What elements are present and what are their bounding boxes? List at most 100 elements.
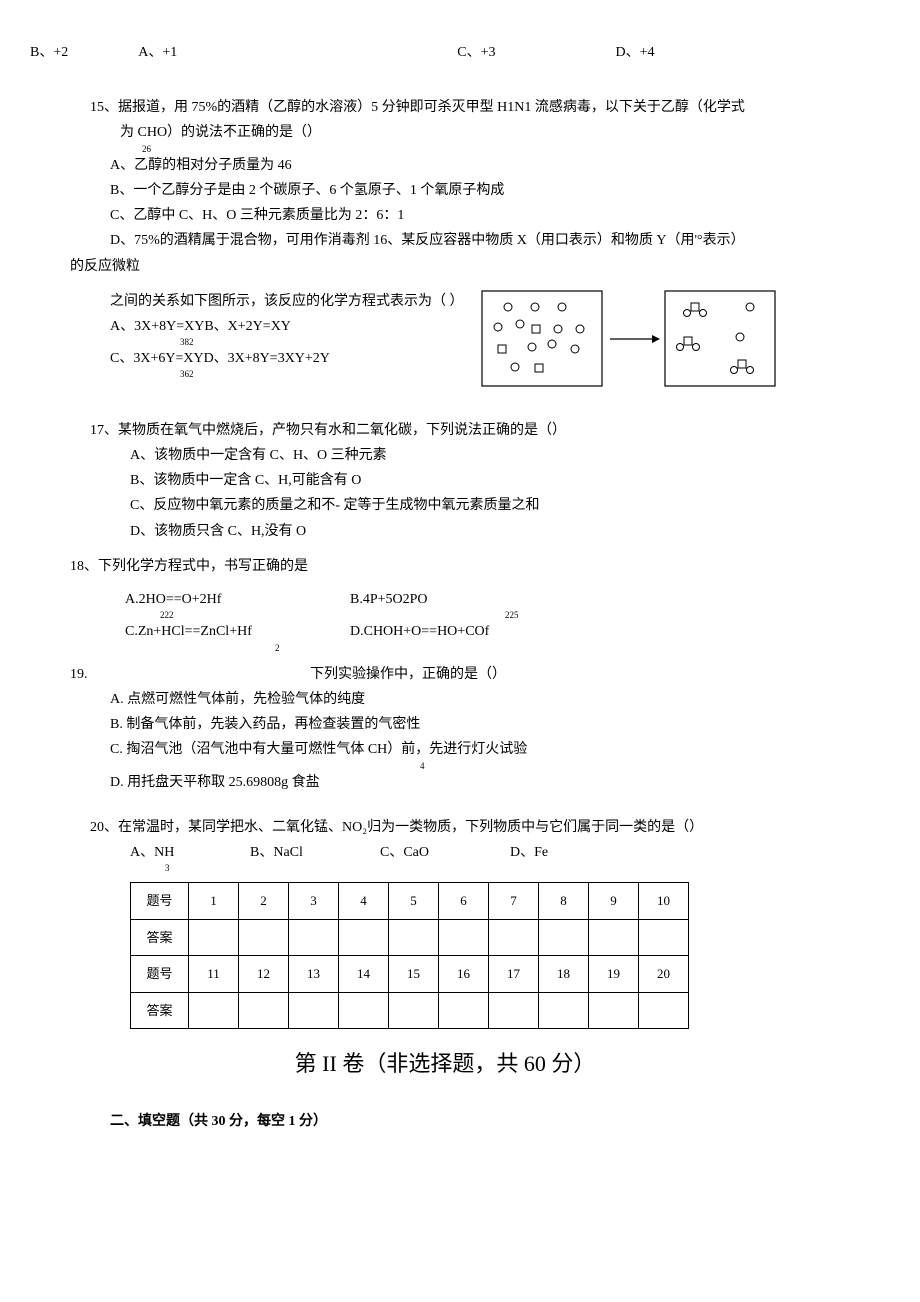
answer-cell[interactable] (389, 919, 439, 955)
question-17: 17、某物质在氧气中燃烧后，产物只有水和二氧化碳，下列说法正确的是（） A、该物… (30, 418, 860, 544)
q18-head: 18、下列化学方程式中，书写正确的是 (30, 554, 860, 579)
q19-num: 19. (30, 662, 310, 687)
answer-cell[interactable] (489, 919, 539, 955)
answer-cell[interactable] (339, 992, 389, 1028)
option-d: D、+4 (615, 40, 654, 65)
cell: 13 (289, 956, 339, 992)
answer-cell[interactable] (389, 992, 439, 1028)
cell: 6 (439, 883, 489, 919)
q18-b: B.4P+5O2PO (350, 587, 428, 612)
question-20: 20、在常温时，某同学把水、二氧化锰、NO₂归为一类物质，下列物质中与它们属于同… (30, 815, 860, 873)
q16-a: A、3X+8Y=XYB、X+2Y=XY (30, 314, 470, 339)
q19-a: A. 点燃可燃性气体前，先检验气体的纯度 (30, 687, 860, 712)
cell: 17 (489, 956, 539, 992)
q20-a-sub: 3 (30, 865, 860, 872)
row-label: 题号 (131, 883, 189, 919)
answer-cell[interactable] (439, 992, 489, 1028)
section-2-title: 第 II 卷（非选择题，共 60 分） (30, 1044, 860, 1084)
cell: 12 (239, 956, 289, 992)
cell: 8 (539, 883, 589, 919)
question-15: 15、据报道，用 75%的酒精（乙醇的水溶液）5 分钟即可杀灭甲型 H1N1 流… (30, 95, 860, 279)
cell: 1 (189, 883, 239, 919)
q19-c: C. 掏沼气池（沼气池中有大量可燃性气体 CH）前，先进行灯火试验 (30, 737, 860, 762)
answer-cell[interactable] (189, 919, 239, 955)
answer-cell[interactable] (539, 919, 589, 955)
q16-c: C、3X+6Y=XYD、3X+8Y=3XY+2Y (30, 346, 470, 371)
row-label: 答案 (131, 919, 189, 955)
q17-b: B、该物质中一定含 C、H,可能含有 O (30, 468, 860, 493)
answer-cell[interactable] (639, 919, 689, 955)
cell: 5 (389, 883, 439, 919)
answer-cell[interactable] (439, 919, 489, 955)
q19-c-sub: 4 (30, 763, 860, 770)
q17-a: A、该物质中一定含有 C、H、O 三种元素 (30, 443, 860, 468)
option-b: B、+2 (30, 40, 68, 65)
cell: 18 (539, 956, 589, 992)
answer-cell[interactable] (589, 919, 639, 955)
cell: 14 (339, 956, 389, 992)
q15-d2: 的反应微粒 (30, 254, 860, 279)
cell: 19 (589, 956, 639, 992)
q20-b: B、NaCl (250, 840, 380, 865)
question-18: 18、下列化学方程式中，书写正确的是 A.2HO==O+2Hf B.4P+5O2… (30, 554, 860, 652)
q17-c: C、反应物中氧元素的质量之和不- 定等于生成物中氧元素质量之和 (30, 493, 860, 518)
q20-head: 20、在常温时，某同学把水、二氧化锰、NO₂归为一类物质，下列物质中与它们属于同… (30, 815, 860, 840)
q20-d: D、Fe (510, 840, 548, 865)
row-label: 答案 (131, 992, 189, 1028)
q19-d: D. 用托盘天平称取 25.69808g 食盐 (30, 770, 860, 795)
q18-c-sub: 2 (30, 645, 860, 652)
q18-a: A.2HO==O+2Hf (30, 587, 350, 612)
cell: 11 (189, 956, 239, 992)
q15-head2: 为 CHO）的说法不正确的是（） (30, 120, 860, 145)
answer-cell[interactable] (639, 992, 689, 1028)
answer-table: 题号 1 2 3 4 5 6 7 8 9 10 答案 题号 11 12 13 1… (130, 882, 689, 1029)
q19-b: B. 制备气体前，先装入药品，再检查装置的气密性 (30, 712, 860, 737)
table-row: 题号 1 2 3 4 5 6 7 8 9 10 (131, 883, 689, 919)
cell: 16 (439, 956, 489, 992)
answer-cell[interactable] (289, 919, 339, 955)
table-row: 题号 11 12 13 14 15 16 17 18 19 20 (131, 956, 689, 992)
q18-d: D.CHOH+O==HO+COf (350, 619, 489, 644)
cell: 20 (639, 956, 689, 992)
answer-cell[interactable] (489, 992, 539, 1028)
question-19: 19. 下列实验操作中，正确的是（） A. 点燃可燃性气体前，先检验气体的纯度 … (30, 662, 860, 795)
q15-a: A、乙醇的相对分子质量为 46 (30, 153, 860, 178)
q15-b: B、一个乙醇分子是由 2 个碳原子、6 个氢原子、1 个氧原子构成 (30, 178, 860, 203)
answer-cell[interactable] (289, 992, 339, 1028)
option-c: C、+3 (457, 40, 495, 65)
q16-sub-c: 362 (30, 371, 470, 378)
q18-a-sub: 222 (30, 612, 350, 619)
q17-head: 17、某物质在氧气中燃烧后，产物只有水和二氧化碳，下列说法正确的是（） (30, 418, 860, 443)
q16-line1: 之间的关系如下图所示，该反应的化学方程式表示为（ ） (30, 289, 470, 314)
reaction-diagram (480, 289, 780, 403)
table-row: 答案 (131, 919, 689, 955)
answer-cell[interactable] (589, 992, 639, 1028)
q17-d: D、该物质只含 C、H,没有 O (30, 519, 860, 544)
question-16: 之间的关系如下图所示，该反应的化学方程式表示为（ ） A、3X+8Y=XYB、X… (30, 289, 860, 403)
q15-subscript: 26 (30, 146, 860, 153)
cell: 15 (389, 956, 439, 992)
answer-cell[interactable] (239, 992, 289, 1028)
cell: 4 (339, 883, 389, 919)
q15-head: 15、据报道，用 75%的酒精（乙醇的水溶液）5 分钟即可杀灭甲型 H1N1 流… (30, 95, 860, 120)
answer-cell[interactable] (539, 992, 589, 1028)
answer-cell[interactable] (339, 919, 389, 955)
q20-a: A、NH (130, 840, 250, 865)
q15-c: C、乙醇中 C、H、O 三种元素质量比为 2：6：1 (30, 203, 860, 228)
answer-cell[interactable] (239, 919, 289, 955)
q18-b-sub: 225 (350, 612, 519, 619)
q15-d: D、75%的酒精属于混合物，可用作消毒剂 16、某反应容器中物质 X（用口表示）… (30, 228, 860, 253)
q18-c: C.Zn+HCl==ZnCl+Hf (30, 619, 350, 644)
q20-c: C、CaO (380, 840, 510, 865)
cell: 2 (239, 883, 289, 919)
cell: 7 (489, 883, 539, 919)
cell: 9 (589, 883, 639, 919)
q16-sub-a: 382 (30, 339, 470, 346)
option-a: A、+1 (138, 40, 177, 65)
cell: 10 (639, 883, 689, 919)
table-row: 答案 (131, 992, 689, 1028)
answer-cell[interactable] (189, 992, 239, 1028)
fill-blank-title: 二、填空题（共 30 分，每空 1 分） (30, 1109, 860, 1134)
cell: 3 (289, 883, 339, 919)
top-options-row: B、+2 A、+1 C、+3 D、+4 (30, 40, 860, 65)
